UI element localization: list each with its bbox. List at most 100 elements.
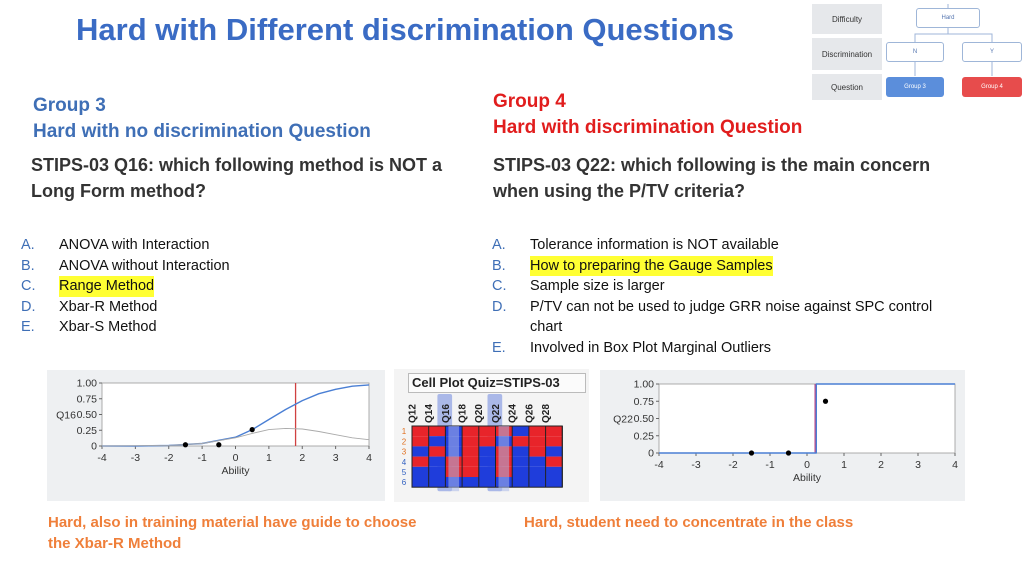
heatmap-cell — [528, 477, 546, 488]
group3-heading: Group 3 Hard with no discrimination Ques… — [33, 93, 371, 145]
heatmap-cell — [462, 426, 479, 437]
q22-characteristic-chart: 0 0.25 0.50 0.75 1.00 -4 -3 -2 -1 0 1 2 3 4 Ability Q22 — [600, 370, 965, 501]
heatmap-cell — [412, 477, 429, 488]
heatmap-cell — [528, 456, 546, 467]
heatmap-cell — [412, 426, 429, 437]
heatmap-cell — [528, 436, 546, 447]
y-tick-label: 0.25 — [634, 430, 655, 442]
row-label: 3 — [402, 448, 407, 457]
heatmap-cell — [428, 477, 446, 488]
heatmap-cell — [428, 456, 446, 467]
option-text: Xbar-R Method — [59, 298, 158, 315]
y-tick-label: 0.75 — [634, 396, 655, 408]
heatmap-cell — [512, 477, 529, 488]
row-label: 6 — [402, 478, 407, 487]
option-b: B. ANOVA without Interaction — [21, 256, 461, 277]
x-tick-label: -2 — [164, 452, 173, 464]
option-letter: A. — [492, 237, 506, 253]
column-label: Q24 — [508, 404, 519, 423]
heatmap-cell — [512, 466, 529, 477]
option-letter: B. — [21, 257, 35, 274]
option-text: Sample size is larger — [530, 278, 665, 295]
row-label-discrimination: Discrimination — [812, 38, 882, 70]
heatmap-cell — [412, 466, 429, 477]
heatmap-cell — [478, 477, 496, 488]
y-tick-label: 1.00 — [77, 378, 98, 390]
x-axis-label: Ability — [221, 465, 250, 477]
column-label: Q16 — [441, 404, 452, 423]
heatmap-cell — [528, 466, 546, 477]
option-letter: D. — [492, 298, 507, 315]
heatmap-cell — [478, 426, 496, 437]
q16-chart-svg: 0 0.25 0.50 0.75 1.00 -4 -3 -2 -1 0 1 2 3 4 Ability Q16 — [56, 378, 372, 478]
data-point — [216, 442, 222, 448]
x-tick-label: 2 — [878, 459, 884, 471]
heatmap-cell — [462, 446, 479, 457]
heatmap-cell — [428, 426, 446, 437]
option-b: B. How to preparing the Gauge Samples — [492, 255, 962, 277]
heatmap-cell — [545, 436, 563, 447]
row-label: 1 — [402, 427, 407, 436]
option-text: ANOVA with Interaction — [59, 237, 210, 253]
option-text: Xbar-S Method — [59, 319, 157, 336]
y-tick-label: 0.50 — [77, 409, 98, 421]
row-label: 2 — [402, 437, 407, 446]
group3-label: Group 3 — [33, 95, 106, 116]
node-group4: Group 4 — [962, 77, 1022, 97]
x-tick-label: -1 — [765, 459, 774, 471]
option-text: Involved in Box Plot Marginal Outliers — [530, 339, 771, 356]
option-c: C. Sample size is larger — [492, 276, 962, 297]
node-y: Y — [962, 42, 1022, 62]
x-axis-label: Ability — [793, 472, 822, 484]
x-tick-label: -1 — [197, 452, 206, 464]
column-label: Q12 — [407, 404, 418, 423]
heatmap-cell — [512, 426, 529, 437]
group4-options: A. Tolerance information is NOT available… — [492, 235, 962, 359]
heatmap-cell — [545, 466, 563, 477]
x-tick-label: 4 — [366, 452, 372, 464]
x-tick-label: -4 — [97, 452, 106, 464]
heatmap-cell — [528, 446, 546, 457]
heatmap-cell — [412, 436, 429, 447]
decision-tree-connectors — [914, 4, 993, 76]
y-axis-label: Q22 — [613, 414, 633, 426]
x-tick-label: -3 — [691, 459, 700, 471]
cell-plot-title: Cell Plot Quiz=STIPS-03 — [408, 373, 586, 393]
group4-question: STIPS-03 Q22: which following is the mai… — [493, 155, 931, 201]
column-highlight-overlay — [448, 426, 460, 492]
option-a: A. Tolerance information is NOT available — [492, 235, 962, 256]
y-tick-label: 0.75 — [77, 393, 98, 405]
data-point — [748, 450, 755, 456]
data-point — [822, 398, 829, 404]
option-text-highlighted: How to preparing the Gauge Samples — [530, 255, 773, 277]
option-d: D. Xbar-R Method — [21, 297, 461, 318]
option-letter: C. — [492, 278, 507, 295]
heatmap-cell — [512, 456, 529, 467]
option-letter: D. — [21, 298, 36, 315]
page-title: Hard with Different discrimination Quest… — [76, 12, 734, 47]
option-c: C. Range Method — [21, 276, 461, 297]
column-label: Q20 — [474, 404, 485, 423]
heatmap-cell — [428, 466, 446, 477]
heatmap-cell — [545, 426, 563, 437]
x-tick-label: 1 — [266, 452, 272, 464]
data-point — [182, 442, 189, 448]
column-label: Q18 — [457, 404, 468, 423]
column-label: Q22 — [491, 404, 502, 423]
x-tick-label: 0 — [233, 452, 239, 464]
row-label-question: Question — [812, 74, 882, 100]
column-highlight-overlay — [498, 426, 510, 492]
heatmap-cell — [512, 446, 529, 457]
group3-subtitle: Hard with no discrimination Question — [33, 121, 371, 142]
heatmap-cell — [462, 477, 479, 488]
x-tick-label: -2 — [728, 459, 737, 471]
heatmap-cell — [462, 466, 479, 477]
data-point — [785, 450, 792, 456]
heatmap-cell — [478, 466, 496, 477]
x-tick-label: -3 — [131, 452, 140, 464]
heatmap-cell — [428, 446, 446, 457]
option-a: A. ANOVA with Interaction — [21, 235, 461, 256]
q22-chart-svg: 0 0.25 0.50 0.75 1.00 -4 -3 -2 -1 0 1 2 3 4 Ability Q22 — [613, 379, 958, 485]
option-letter: A. — [21, 237, 35, 253]
q16-characteristic-chart: 0 0.25 0.50 0.75 1.00 -4 -3 -2 -1 0 1 2 3 4 Ability Q16 — [47, 370, 385, 501]
